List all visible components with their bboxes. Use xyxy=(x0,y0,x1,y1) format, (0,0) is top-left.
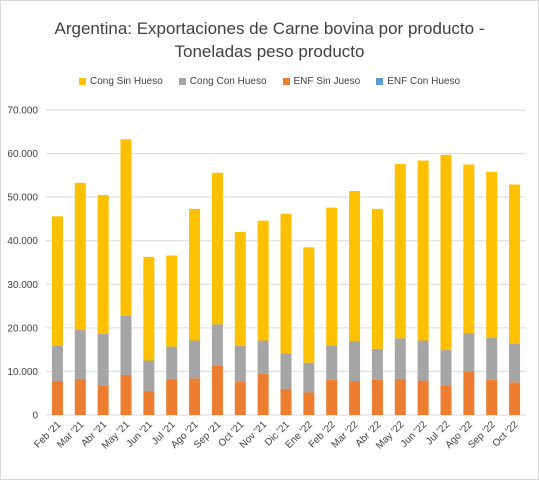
legend-swatch-enf-con-hueso xyxy=(376,78,384,85)
y-tick-label: 60.000 xyxy=(7,149,38,160)
bar-segment xyxy=(120,315,132,375)
legend-swatch-cong-con-hueso xyxy=(178,78,186,85)
chart-title-line-1: Argentina: Exportaciones de Carne bovina… xyxy=(54,19,485,38)
y-tick-label: 40.000 xyxy=(7,236,38,247)
bar-segment xyxy=(417,160,429,341)
bar-segment xyxy=(326,345,338,380)
legend-swatch-cong-sin-hueso xyxy=(78,78,86,85)
y-tick-label: 10.000 xyxy=(7,367,38,378)
bar-segment xyxy=(257,340,269,375)
bars xyxy=(51,139,521,415)
bar-segment xyxy=(463,333,475,372)
legend-label-enf-sin-jueso: ENF Sin Jueso xyxy=(293,76,361,87)
legend-label-cong-con-hueso: Cong Con Hueso xyxy=(189,76,267,87)
bar-segment xyxy=(74,182,86,331)
bar-segment xyxy=(211,172,223,325)
bar-segment xyxy=(51,381,63,415)
bar-segment xyxy=(257,374,269,415)
x-tick-label: Jun '22 xyxy=(399,419,430,450)
bar-segment xyxy=(303,247,315,363)
legend-item-enf-sin-jueso: ENF Sin Jueso xyxy=(282,76,361,87)
bar-segment xyxy=(143,256,155,361)
bar-segment xyxy=(394,164,406,339)
bar-segment xyxy=(486,171,498,338)
bar-segment xyxy=(394,338,406,379)
chart-title-line-2: Toneladas peso producto xyxy=(174,42,365,61)
y-tick-label: 50.000 xyxy=(7,193,38,204)
bar-segment xyxy=(303,362,315,393)
bar-segment xyxy=(349,191,361,341)
bar-segment xyxy=(440,154,452,351)
bar-segment xyxy=(97,385,109,415)
bar-segment xyxy=(189,378,201,415)
bar-segment xyxy=(349,340,361,382)
bar-segment xyxy=(120,139,132,316)
bar-segment xyxy=(349,381,361,415)
bar-segment xyxy=(280,388,292,415)
legend-item-enf-con-hueso: ENF Con Hueso xyxy=(376,76,460,87)
x-tick-label: Oct '22 xyxy=(491,419,521,449)
bar-segment xyxy=(486,337,498,380)
bar-segment xyxy=(371,348,383,380)
bar-segment xyxy=(280,353,292,389)
bar-segment xyxy=(303,392,315,415)
bar-segment xyxy=(509,184,521,344)
bar-segment xyxy=(326,207,338,346)
bar-segment xyxy=(463,371,475,415)
bar-segment xyxy=(51,216,63,346)
chart-legend: Cong Sin Hueso Cong Con Hueso ENF Sin Ju… xyxy=(0,76,539,87)
bar-segment xyxy=(211,365,223,415)
legend-item-cong-con-hueso: Cong Con Hueso xyxy=(178,76,267,87)
bar-segment xyxy=(143,360,155,392)
bar-segment xyxy=(143,391,155,415)
bar-segment xyxy=(120,374,132,415)
legend-item-cong-sin-hueso: Cong Sin Hueso xyxy=(78,76,163,87)
bar-segment xyxy=(166,255,178,347)
bar-segment xyxy=(234,381,246,415)
bar-segment xyxy=(440,385,452,415)
bar-segment xyxy=(166,346,178,379)
bar-segment xyxy=(326,379,338,415)
bar-segment xyxy=(371,208,383,349)
bar-segment xyxy=(417,380,429,415)
y-tick-label: 70.000 xyxy=(7,106,38,117)
legend-label-enf-con-hueso: ENF Con Hueso xyxy=(387,76,461,87)
bar-segment xyxy=(417,340,429,381)
x-tick-label: Jun '21 xyxy=(125,419,156,450)
legend-swatch-enf-sin-jueso xyxy=(282,78,290,85)
bar-segment xyxy=(189,340,201,379)
bar-segment xyxy=(509,343,521,383)
bar-segment xyxy=(371,379,383,415)
bar-segment xyxy=(509,382,521,415)
bar-segment xyxy=(280,213,292,354)
bar-segment xyxy=(463,164,475,334)
bar-segment xyxy=(97,333,109,386)
bar-segment xyxy=(211,324,223,366)
bar-segment xyxy=(234,232,246,346)
bar-segment xyxy=(74,330,86,379)
y-tick-label: 20.000 xyxy=(7,323,38,334)
bar-segment xyxy=(486,379,498,415)
bar-segment xyxy=(51,345,63,382)
bar-segment xyxy=(440,350,452,386)
y-axis-ticks: 0 10.000 20.000 30.000 40.000 50.000 60.000 70.… xyxy=(7,106,38,422)
bar-segment xyxy=(234,345,246,382)
y-tick-label: 30.000 xyxy=(7,280,38,291)
legend-label-cong-sin-hueso: Cong Sin Hueso xyxy=(89,76,163,87)
bar-segment xyxy=(394,378,406,415)
bar-segment xyxy=(97,194,109,334)
bar-segment xyxy=(257,220,269,341)
y-tick-label: 0 xyxy=(32,411,38,422)
bar-segment xyxy=(189,208,201,341)
bar-segment xyxy=(74,378,86,415)
bar-segment xyxy=(166,378,178,415)
